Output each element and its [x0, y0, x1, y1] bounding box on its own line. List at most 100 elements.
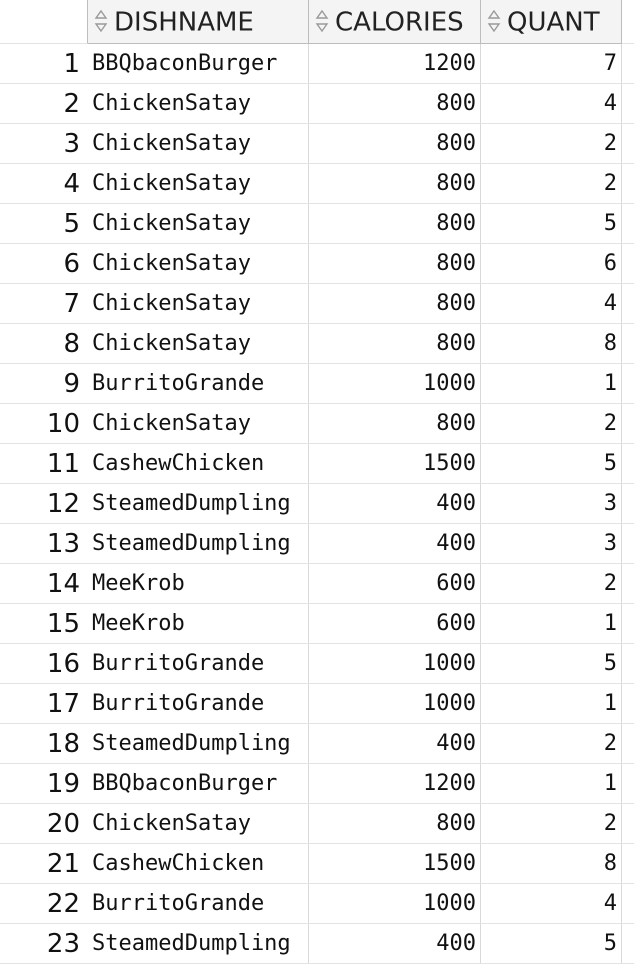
- table-row[interactable]: 10 ChickenSatay 800 2: [0, 404, 634, 444]
- table-row[interactable]: 21 CashewChicken 1500 8: [0, 844, 634, 884]
- cell-quant[interactable]: 2: [481, 164, 622, 204]
- cell-dishname[interactable]: ChickenSatay: [88, 804, 309, 844]
- cell-dishname[interactable]: SteamedDumpling: [88, 484, 309, 524]
- cell-dishname[interactable]: SteamedDumpling: [88, 524, 309, 564]
- cell-dishname[interactable]: CashewChicken: [88, 844, 309, 884]
- table-row[interactable]: 23 SteamedDumpling 400 5: [0, 924, 634, 964]
- cell-dishname[interactable]: BBQbaconBurger: [88, 764, 309, 804]
- cell-calories[interactable]: 800: [309, 124, 481, 164]
- column-header-dishname[interactable]: DISHNAME: [88, 0, 309, 44]
- column-header-quant[interactable]: QUANT: [481, 0, 622, 44]
- column-header-calories[interactable]: CALORIES: [309, 0, 481, 44]
- table-row[interactable]: 15 MeeKrob 600 1: [0, 604, 634, 644]
- cell-calories[interactable]: 1000: [309, 644, 481, 684]
- cell-quant[interactable]: 2: [481, 804, 622, 844]
- cell-dishname[interactable]: BurritoGrande: [88, 644, 309, 684]
- table-row[interactable]: 7 ChickenSatay 800 4: [0, 284, 634, 324]
- cell-calories[interactable]: 400: [309, 724, 481, 764]
- cell-calories[interactable]: 1500: [309, 444, 481, 484]
- cell-calories[interactable]: 1000: [309, 684, 481, 724]
- table-row[interactable]: 17 BurritoGrande 1000 1: [0, 684, 634, 724]
- cell-dishname[interactable]: ChickenSatay: [88, 84, 309, 124]
- table-row[interactable]: 12 SteamedDumpling 400 3: [0, 484, 634, 524]
- cell-quant[interactable]: 2: [481, 124, 622, 164]
- table-row[interactable]: 4 ChickenSatay 800 2: [0, 164, 634, 204]
- cell-quant[interactable]: 2: [481, 404, 622, 444]
- sort-arrows-icon[interactable]: [487, 9, 501, 33]
- cell-calories[interactable]: 1000: [309, 884, 481, 924]
- cell-quant[interactable]: 5: [481, 644, 622, 684]
- cell-dishname[interactable]: ChickenSatay: [88, 284, 309, 324]
- table-row[interactable]: 14 MeeKrob 600 2: [0, 564, 634, 604]
- row-number: 18: [0, 724, 88, 764]
- table-row[interactable]: 18 SteamedDumpling 400 2: [0, 724, 634, 764]
- table-row[interactable]: 9 BurritoGrande 1000 1: [0, 364, 634, 404]
- cell-quant[interactable]: 4: [481, 884, 622, 924]
- cell-dishname[interactable]: BurritoGrande: [88, 884, 309, 924]
- cell-dishname[interactable]: ChickenSatay: [88, 244, 309, 284]
- cell-dishname[interactable]: ChickenSatay: [88, 404, 309, 444]
- table-row[interactable]: 6 ChickenSatay 800 6: [0, 244, 634, 284]
- cell-dishname[interactable]: BBQbaconBurger: [88, 44, 309, 84]
- cell-quant[interactable]: 8: [481, 324, 622, 364]
- table-row[interactable]: 20 ChickenSatay 800 2: [0, 804, 634, 844]
- cell-quant[interactable]: 4: [481, 84, 622, 124]
- cell-dishname[interactable]: ChickenSatay: [88, 324, 309, 364]
- cell-calories[interactable]: 400: [309, 924, 481, 964]
- cell-dishname[interactable]: SteamedDumpling: [88, 724, 309, 764]
- cell-calories[interactable]: 800: [309, 244, 481, 284]
- sort-arrows-icon[interactable]: [94, 9, 108, 33]
- cell-quant[interactable]: 1: [481, 684, 622, 724]
- table-row[interactable]: 3 ChickenSatay 800 2: [0, 124, 634, 164]
- cell-quant[interactable]: 1: [481, 364, 622, 404]
- cell-quant[interactable]: 6: [481, 244, 622, 284]
- table-row[interactable]: 13 SteamedDumpling 400 3: [0, 524, 634, 564]
- cell-calories[interactable]: 600: [309, 604, 481, 644]
- cell-quant[interactable]: 2: [481, 724, 622, 764]
- cell-quant[interactable]: 3: [481, 524, 622, 564]
- cell-quant[interactable]: 4: [481, 284, 622, 324]
- cell-calories[interactable]: 400: [309, 524, 481, 564]
- cell-dishname[interactable]: MeeKrob: [88, 564, 309, 604]
- table-row[interactable]: 11 CashewChicken 1500 5: [0, 444, 634, 484]
- cell-quant[interactable]: 5: [481, 924, 622, 964]
- cell-quant[interactable]: 1: [481, 764, 622, 804]
- cell-quant[interactable]: 7: [481, 44, 622, 84]
- cell-calories[interactable]: 800: [309, 324, 481, 364]
- table-row[interactable]: 2 ChickenSatay 800 4: [0, 84, 634, 124]
- cell-calories[interactable]: 800: [309, 404, 481, 444]
- cell-calories[interactable]: 800: [309, 804, 481, 844]
- table-row[interactable]: 22 BurritoGrande 1000 4: [0, 884, 634, 924]
- table-row[interactable]: 8 ChickenSatay 800 8: [0, 324, 634, 364]
- cell-quant[interactable]: 5: [481, 204, 622, 244]
- table-row[interactable]: 16 BurritoGrande 1000 5: [0, 644, 634, 684]
- cell-quant[interactable]: 8: [481, 844, 622, 884]
- cell-calories[interactable]: 400: [309, 484, 481, 524]
- cell-dishname[interactable]: ChickenSatay: [88, 124, 309, 164]
- cell-calories[interactable]: 600: [309, 564, 481, 604]
- cell-dishname[interactable]: MeeKrob: [88, 604, 309, 644]
- cell-dishname[interactable]: ChickenSatay: [88, 164, 309, 204]
- cell-calories[interactable]: 800: [309, 164, 481, 204]
- cell-quant[interactable]: 3: [481, 484, 622, 524]
- cell-dishname[interactable]: BurritoGrande: [88, 684, 309, 724]
- cell-calories[interactable]: 800: [309, 204, 481, 244]
- sort-arrows-icon[interactable]: [315, 9, 329, 33]
- cell-calories[interactable]: 800: [309, 84, 481, 124]
- cell-dishname[interactable]: SteamedDumpling: [88, 924, 309, 964]
- cell-dishname[interactable]: CashewChicken: [88, 444, 309, 484]
- cell-dishname[interactable]: ChickenSatay: [88, 204, 309, 244]
- cell-calories[interactable]: 800: [309, 284, 481, 324]
- cell-calories[interactable]: 1200: [309, 764, 481, 804]
- table-row[interactable]: 19 BBQbaconBurger 1200 1: [0, 764, 634, 804]
- cell-quant[interactable]: 2: [481, 564, 622, 604]
- cell-dishname[interactable]: BurritoGrande: [88, 364, 309, 404]
- cell-quant[interactable]: 1: [481, 604, 622, 644]
- cell-quant[interactable]: 5: [481, 444, 622, 484]
- table-row[interactable]: 1 BBQbaconBurger 1200 7: [0, 44, 634, 84]
- table-row[interactable]: 5 ChickenSatay 800 5: [0, 204, 634, 244]
- cell-calories[interactable]: 1200: [309, 44, 481, 84]
- cell-calories[interactable]: 1000: [309, 364, 481, 404]
- cell-calories[interactable]: 1500: [309, 844, 481, 884]
